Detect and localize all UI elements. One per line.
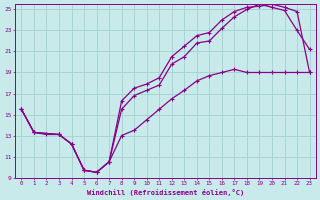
X-axis label: Windchill (Refroidissement éolien,°C): Windchill (Refroidissement éolien,°C) [87,189,244,196]
